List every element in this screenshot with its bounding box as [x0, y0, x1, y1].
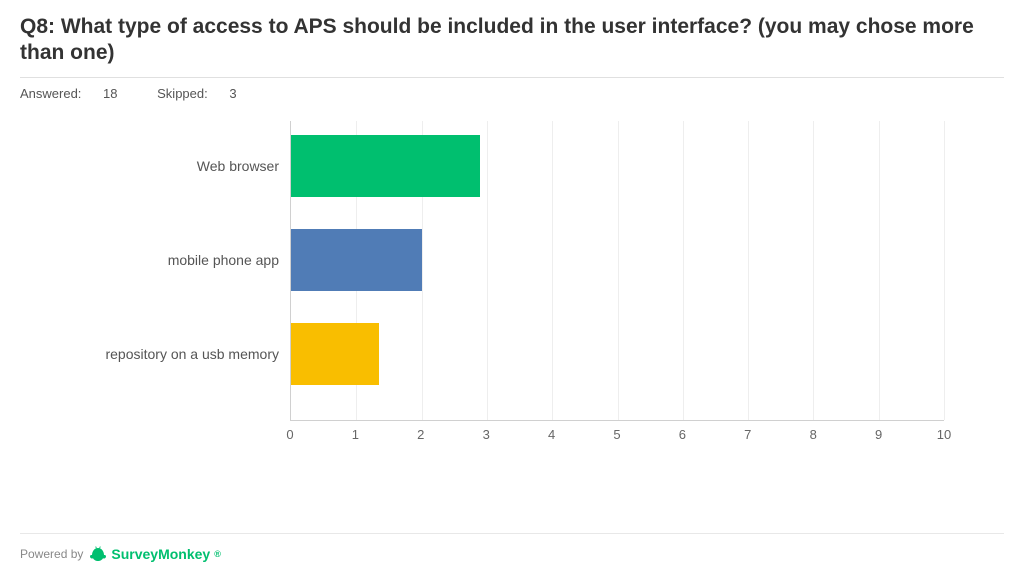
answered-meta: Answered: 18: [20, 86, 139, 101]
monkey-icon: [89, 546, 107, 562]
skipped-meta: Skipped: 3: [157, 86, 254, 101]
bar: [291, 323, 379, 385]
brand-name: SurveyMonkey: [111, 546, 210, 562]
bar-label: repository on a usb memory: [41, 344, 291, 362]
bar-label: Web browser: [41, 156, 291, 174]
x-tick-label: 3: [483, 427, 490, 442]
bar-label: mobile phone app: [41, 250, 291, 268]
x-tick-label: 0: [286, 427, 293, 442]
bar-row: repository on a usb memory: [291, 323, 944, 385]
chart-gridline: [944, 121, 945, 420]
bar: [291, 229, 422, 291]
response-meta: Answered: 18 Skipped: 3: [20, 78, 1004, 101]
x-tick-label: 6: [679, 427, 686, 442]
x-tick-label: 2: [417, 427, 424, 442]
bar-chart: Web browser mobile phone app repository on…: [290, 121, 944, 461]
chart-plot-area: Web browser mobile phone app repository on…: [290, 121, 944, 421]
surveymonkey-logo: SurveyMonkey®: [89, 546, 220, 562]
x-tick-label: 10: [937, 427, 951, 442]
x-tick-label: 7: [744, 427, 751, 442]
footer: Powered by SurveyMonkey®: [20, 533, 1004, 576]
bar-row: mobile phone app: [291, 229, 944, 291]
x-tick-label: 8: [810, 427, 817, 442]
bar: [291, 135, 480, 197]
powered-by-label: Powered by: [20, 547, 83, 561]
x-tick-label: 9: [875, 427, 882, 442]
x-tick-label: 1: [352, 427, 359, 442]
question-title: Q8: What type of access to APS should be…: [20, 14, 1004, 78]
bar-row: Web browser: [291, 135, 944, 197]
x-tick-label: 5: [613, 427, 620, 442]
x-tick-label: 4: [548, 427, 555, 442]
